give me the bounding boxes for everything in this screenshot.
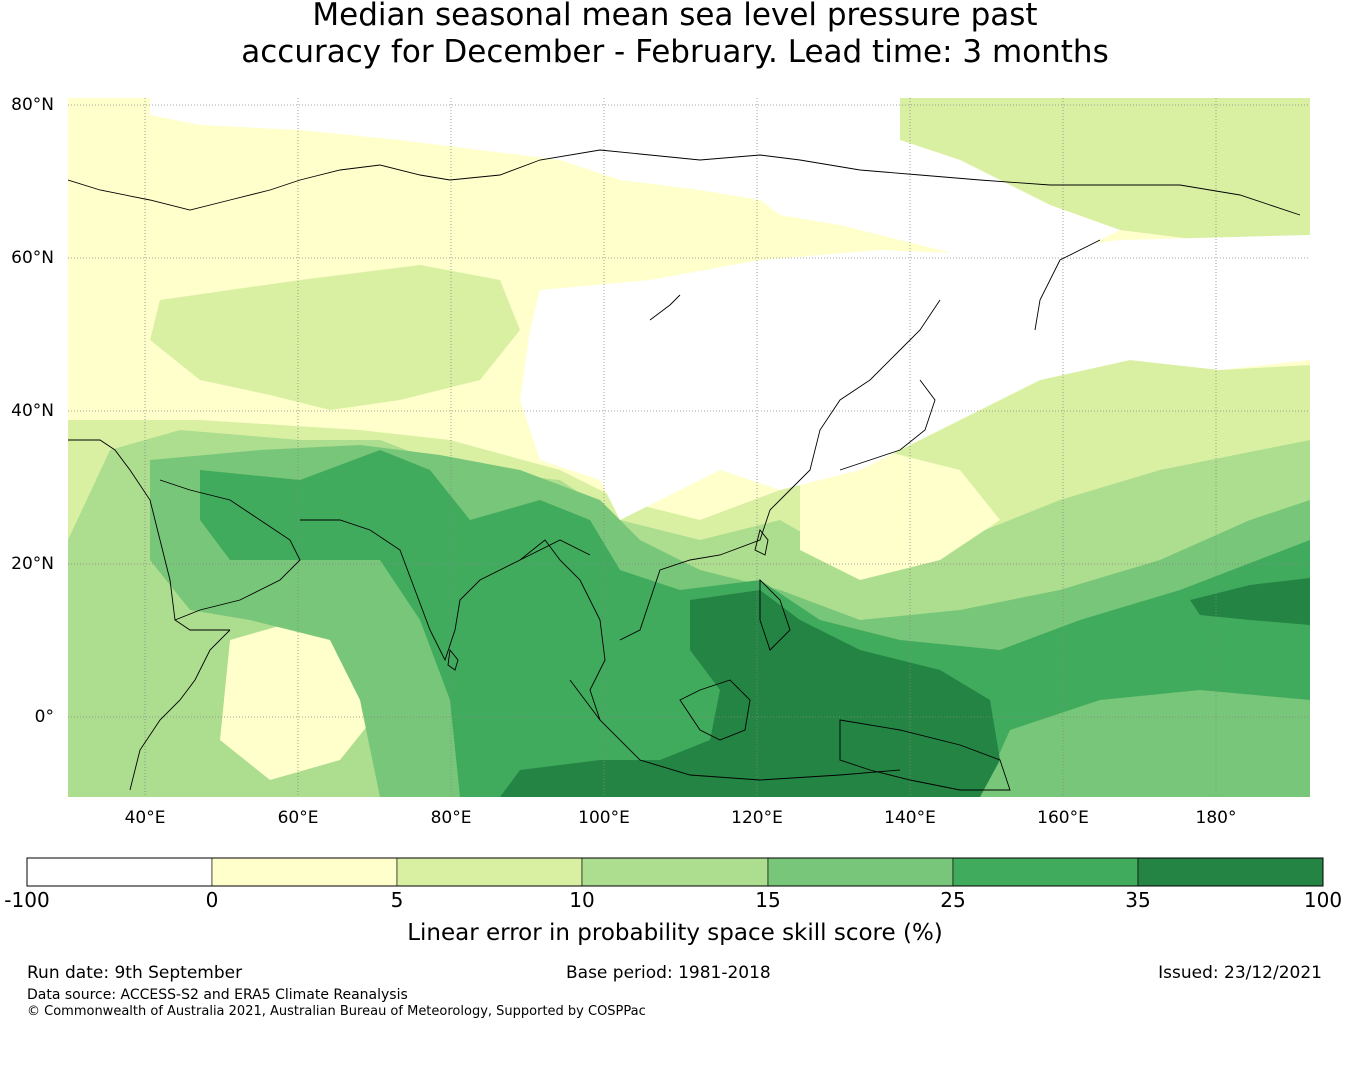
skill-band-5-10-north: [900, 98, 1310, 240]
colorbar-tick-10: 10: [569, 888, 594, 912]
colorbar-bin-6: [952, 857, 1139, 887]
colorbar-tick-100: 100: [1304, 888, 1342, 912]
colorbar: -100 0 5 10 15 25 35 100 Linear error in…: [4, 857, 1342, 946]
colorbar-tick-35: 35: [1125, 888, 1150, 912]
colorbar-tick-25: 25: [940, 888, 965, 912]
chart-title-line1: Median seasonal mean sea level pressure …: [312, 0, 1038, 33]
lon-label-100e: 100°E: [578, 808, 630, 828]
coastlines: [68, 149, 1301, 791]
skill-band-negative-north: [150, 98, 1120, 260]
lat-label-20n: 20°N: [11, 554, 54, 574]
data-source: Data source: ACCESS-S2 and ERA5 Climate …: [27, 987, 408, 1003]
run-date: Run date: 9th September: [27, 963, 243, 983]
skill-band-negative-east-asia: [520, 235, 1310, 520]
lon-label-120e: 120°E: [731, 808, 783, 828]
chart-title-line2: accuracy for December - February. Lead t…: [241, 34, 1109, 70]
colorbar-bin-3: [396, 857, 583, 887]
lon-label-60e: 60°E: [278, 808, 319, 828]
lat-label-0: 0°: [35, 707, 54, 727]
lat-label-80n: 80°N: [11, 95, 54, 115]
skill-band-5-10-central-asia: [150, 265, 520, 410]
colorbar-tick-5: 5: [391, 888, 404, 912]
lon-label-180: 180°: [1196, 808, 1237, 828]
graticule: [68, 98, 1310, 797]
colorbar-tick-0: 0: [206, 888, 219, 912]
skill-band-0-5-pacific: [800, 450, 1000, 580]
lon-label-140e: 140°E: [884, 808, 936, 828]
colorbar-tick-neg100: -100: [4, 888, 49, 912]
skill-field: [68, 98, 1310, 797]
colorbar-bin-2: [211, 857, 398, 887]
lon-label-80e: 80°E: [431, 808, 472, 828]
copyright-notice: © Commonwealth of Australia 2021, Austra…: [27, 1004, 646, 1019]
lat-label-40n: 40°N: [11, 401, 54, 421]
colorbar-bin-1: [26, 857, 213, 887]
colorbar-bin-4: [581, 857, 769, 887]
base-period: Base period: 1981-2018: [566, 963, 771, 983]
lon-label-40e: 40°E: [125, 808, 166, 828]
skill-band-35-100-maritime: [500, 590, 1000, 797]
issued-date: Issued: 23/12/2021: [1158, 963, 1322, 983]
skill-band-35-100-pacific: [1190, 578, 1310, 625]
colorbar-tick-15: 15: [755, 888, 780, 912]
lon-label-160e: 160°E: [1037, 808, 1089, 828]
lat-label-60n: 60°N: [11, 248, 54, 268]
colorbar-bin-7: [1137, 857, 1324, 887]
colorbar-label: Linear error in probability space skill …: [407, 920, 943, 946]
colorbar-frame: [26, 857, 1324, 887]
colorbar-bin-5: [767, 857, 954, 887]
